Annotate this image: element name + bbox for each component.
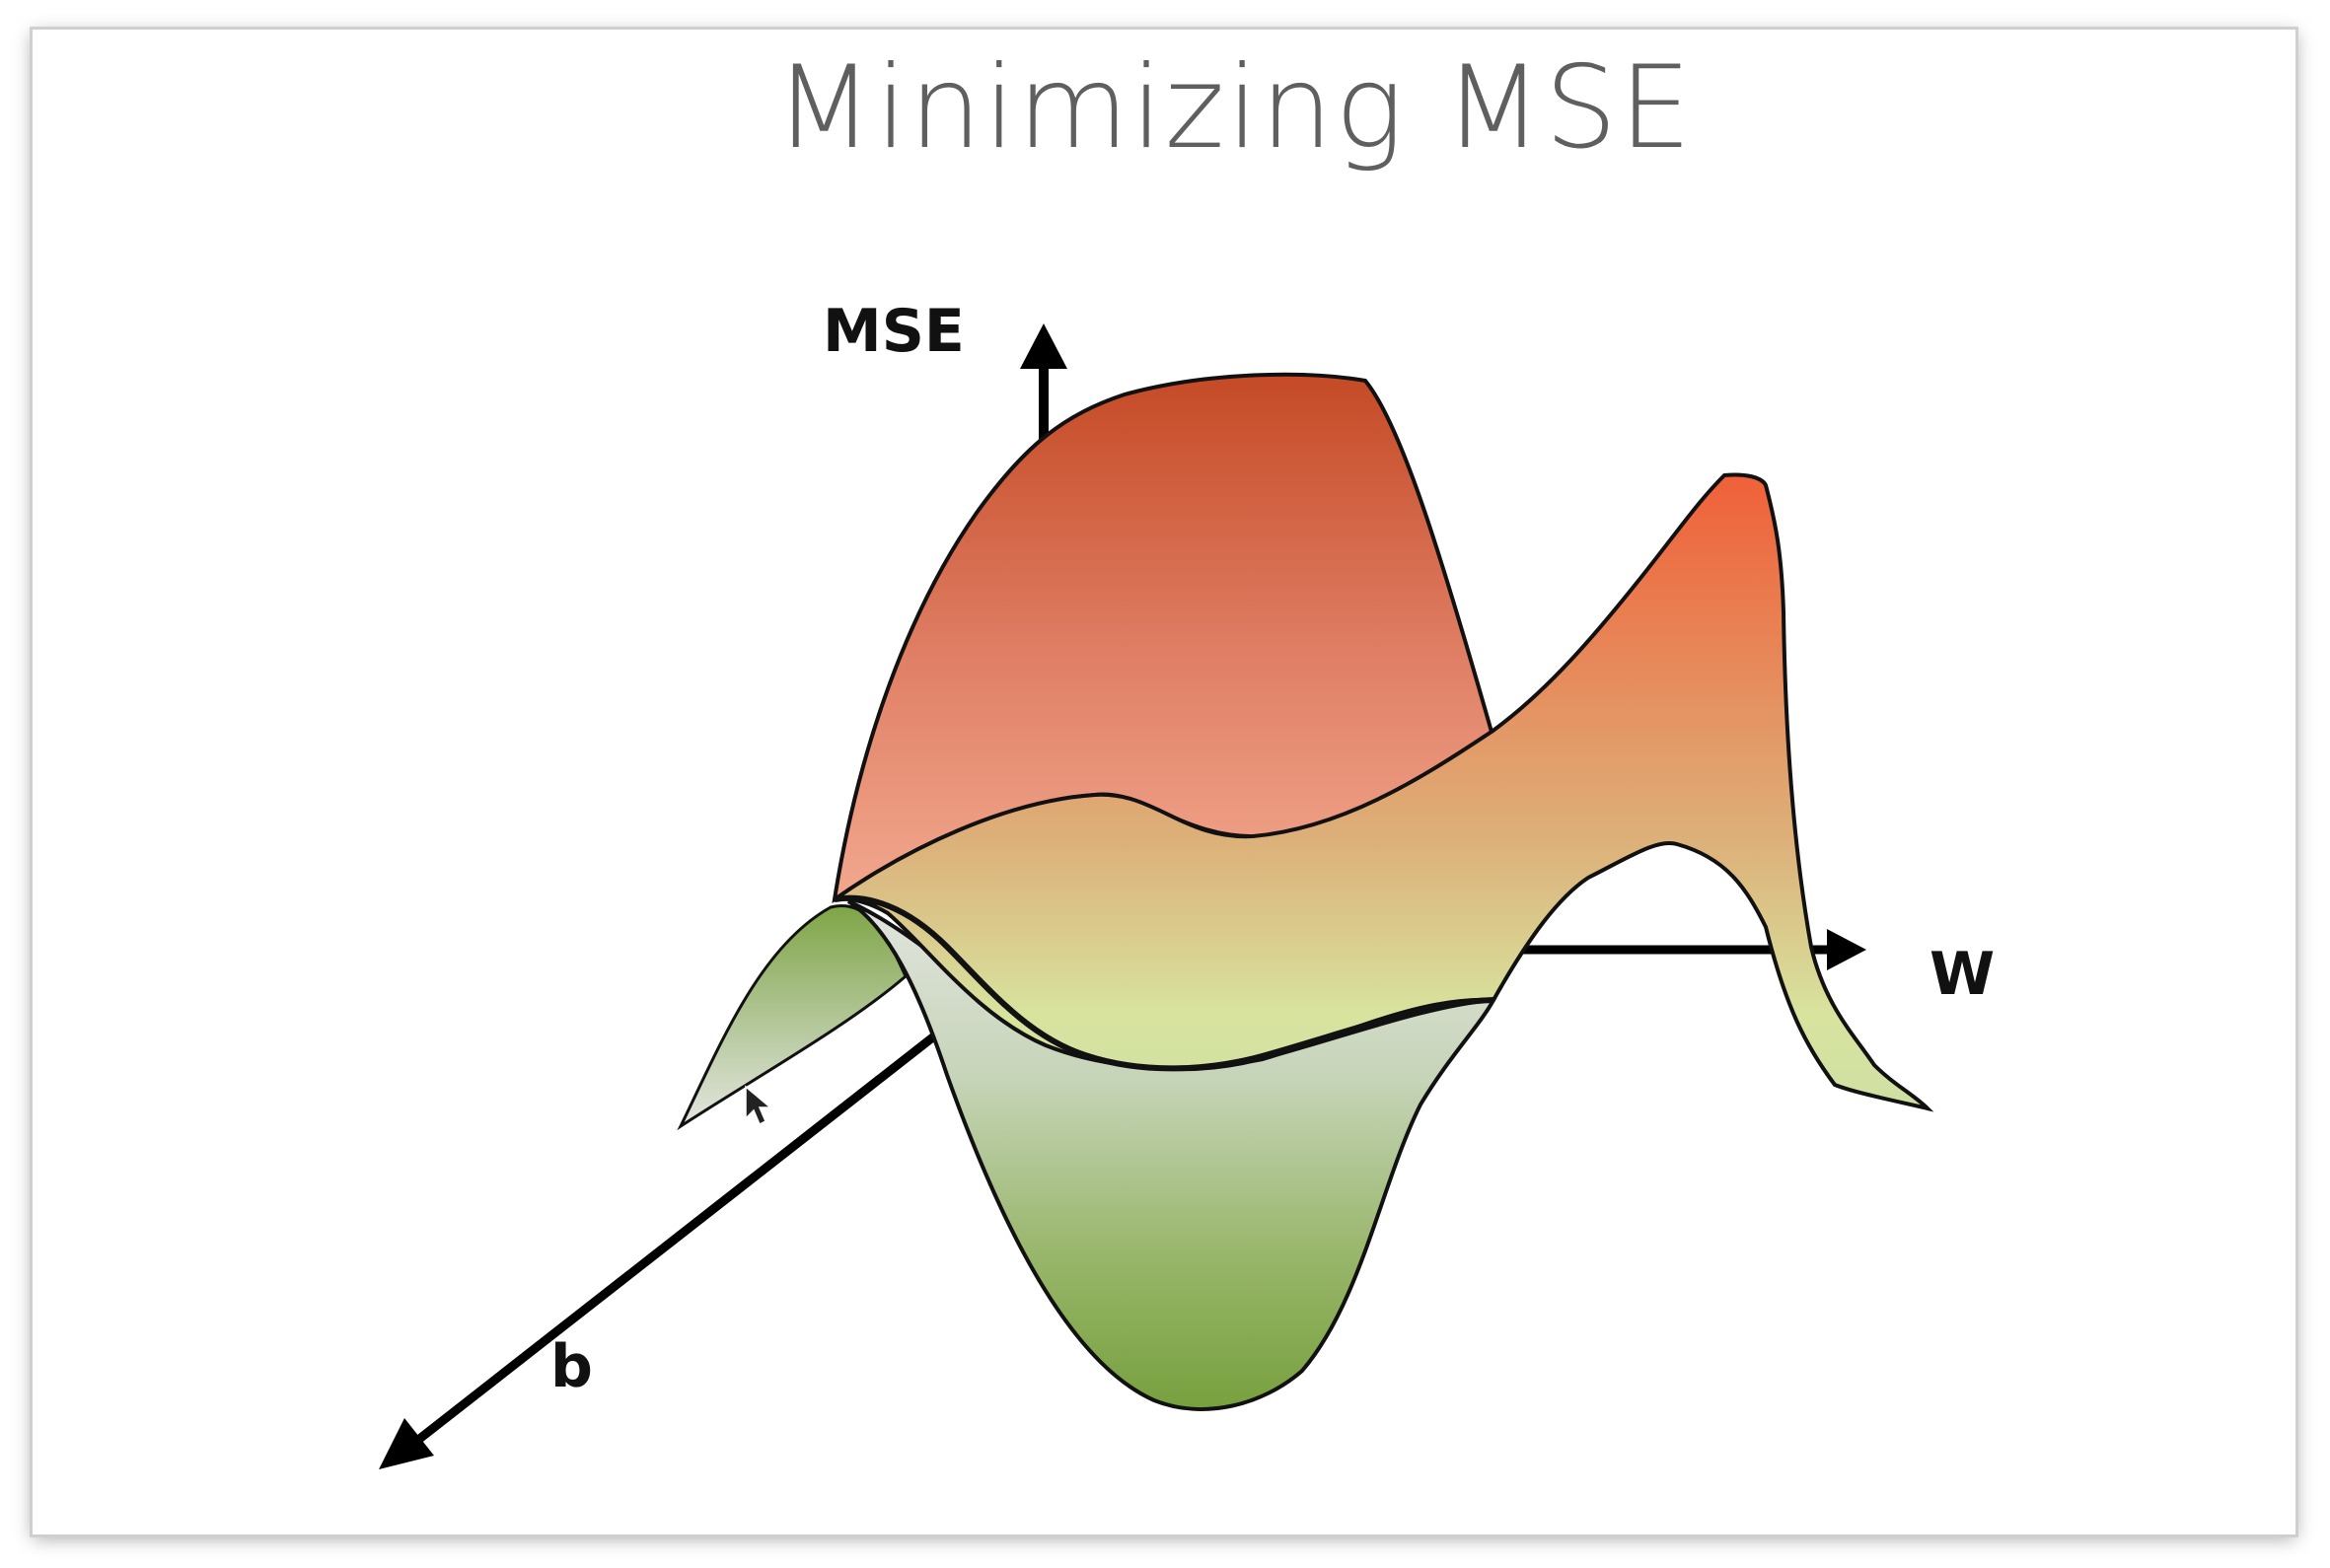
slide-title: Minimizing MSE: [774, 41, 1694, 175]
mse-axis-label: MSE: [823, 297, 965, 366]
b-axis-label: b: [550, 1332, 593, 1401]
w-axis-label: W: [1930, 940, 1996, 1009]
mouse-cursor-icon: [745, 1085, 773, 1126]
b-axis: [379, 1032, 938, 1469]
left-green-flap: [677, 904, 908, 1131]
surface-seam-line: [834, 894, 1494, 1072]
